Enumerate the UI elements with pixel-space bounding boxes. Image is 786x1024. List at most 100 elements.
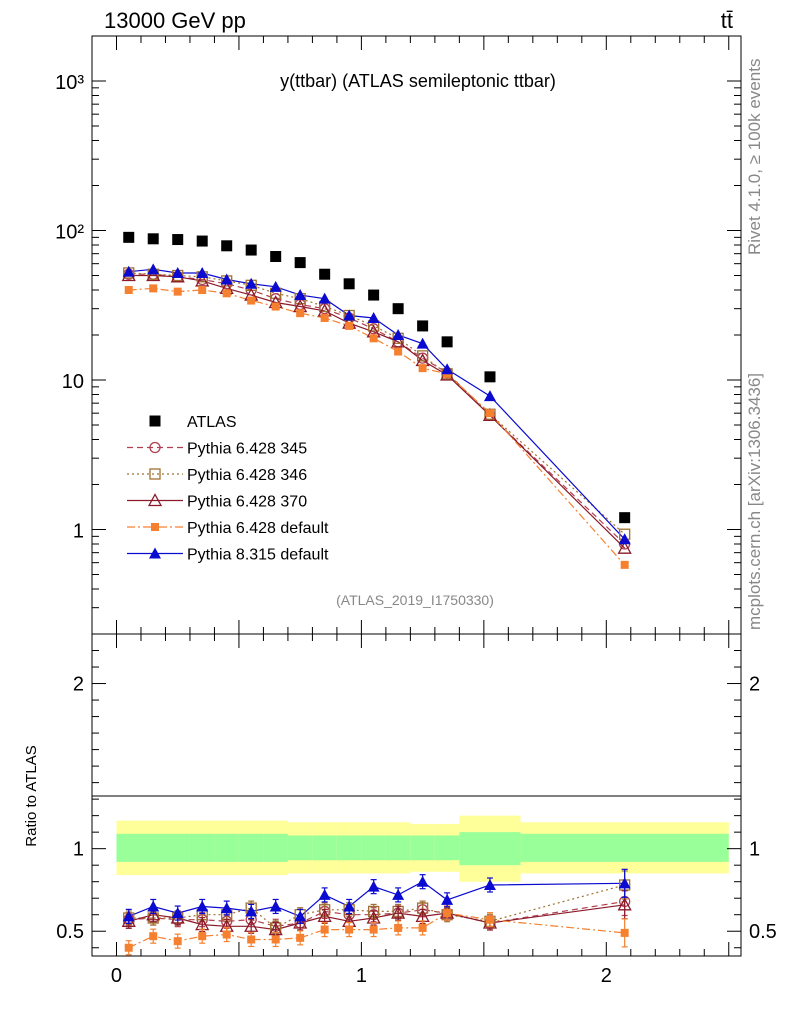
main-point-series-4 <box>296 309 305 318</box>
energy-label: 13000 GeV pp <box>104 8 246 33</box>
main-point-series-3 <box>617 540 632 554</box>
ratio-point-series-3 <box>394 923 403 932</box>
ratio-point-series-3 <box>173 937 182 946</box>
main-point-series-5 <box>441 363 454 375</box>
legend-label: Pythia 6.428 default <box>187 520 329 537</box>
ratio-stat-band <box>263 833 288 862</box>
main-point-series-5 <box>122 265 135 277</box>
ratio-point-series-3 <box>222 930 231 939</box>
ratio-y-tick-label-right: 1 <box>749 839 760 861</box>
main-point-series-0 <box>417 320 429 332</box>
ratio-stat-band <box>520 833 729 862</box>
main-point-series-0 <box>196 235 208 247</box>
main-point-series-4 <box>149 284 158 293</box>
ratio-point-series-3 <box>620 928 629 937</box>
ratio-point-series-3 <box>485 915 494 924</box>
main-series-line-5 <box>128 268 626 540</box>
main-point-series-4 <box>271 302 280 311</box>
main-point-series-0 <box>368 289 380 301</box>
ratio-stat-band <box>385 835 411 861</box>
ratio-point-series-4 <box>294 910 307 922</box>
ratio-stat-band <box>434 835 460 861</box>
ratio-point-series-4 <box>392 888 405 900</box>
ratio-series-line-3 <box>128 912 625 949</box>
ratio-point-series-3 <box>418 923 427 932</box>
main-plot-title: y(ttbar) (ATLAS semileptonic ttbar) <box>280 71 556 91</box>
main-point-series-4 <box>198 285 207 294</box>
ratio-stat-band <box>312 835 337 861</box>
ratio-point-series-4 <box>367 880 380 892</box>
ratio-stat-band <box>116 833 141 862</box>
ratio-x-tick-label: 2 <box>601 965 612 987</box>
main-point-series-5 <box>171 266 184 278</box>
main-series-line-4 <box>128 287 626 566</box>
ratio-y-tick-label-right: 2 <box>749 674 760 696</box>
main-series-line-2 <box>128 272 626 535</box>
main-point-series-4 <box>620 560 629 569</box>
main-point-series-0 <box>319 268 331 280</box>
main-point-series-2 <box>416 350 429 362</box>
legend-label: Pythia 8.315 default <box>187 547 329 564</box>
ratio-point-series-4 <box>343 900 356 912</box>
ratio-point-series-4 <box>318 888 331 900</box>
main-y-tick-label: 10² <box>55 222 84 244</box>
main-series-line-3 <box>128 274 626 549</box>
main-point-series-0 <box>441 336 453 348</box>
ratio-point-series-4 <box>122 910 135 922</box>
ratio-plot-frame <box>91 633 742 957</box>
main-point-series-5 <box>367 311 380 323</box>
ratio-series-line-0 <box>128 900 625 927</box>
ratio-point-series-4 <box>483 878 496 890</box>
main-point-series-4 <box>247 296 256 305</box>
main-point-series-0 <box>123 231 135 243</box>
legend-label: Pythia 6.428 346 <box>187 467 307 484</box>
main-point-series-4 <box>394 347 403 356</box>
ratio-point-series-3 <box>369 925 378 934</box>
main-point-series-0 <box>245 244 257 256</box>
main-point-series-3 <box>195 273 210 287</box>
main-point-series-4 <box>345 321 354 330</box>
ratio-stat-band <box>214 833 239 862</box>
ratio-point-series-4 <box>618 877 631 889</box>
ratio-point-series-2 <box>146 907 161 921</box>
source-label: mcplots.cern.ch [arXiv:1306.3436] <box>745 373 764 630</box>
main-y-tick-label: 10 <box>62 371 84 393</box>
ratio-axis-label: Ratio to ATLAS <box>23 745 40 846</box>
ratio-point-series-4 <box>171 907 184 919</box>
main-point-series-5 <box>618 533 631 545</box>
ratio-x-tick-label: 1 <box>356 965 367 987</box>
main-point-series-0 <box>294 257 306 269</box>
ratio-stat-band <box>410 835 435 861</box>
main-point-series-4 <box>485 409 494 418</box>
main-point-series-4 <box>369 334 378 343</box>
main-point-series-5 <box>343 309 356 321</box>
main-y-tick-label: 1 <box>73 521 84 543</box>
main-point-series-3 <box>391 334 406 348</box>
ratio-point-series-3 <box>124 943 133 952</box>
main-point-series-4 <box>173 287 182 296</box>
main-point-series-5 <box>269 280 282 292</box>
ratio-point-series-2 <box>244 918 259 932</box>
legend-marker-3 <box>147 493 163 507</box>
ratio-point-series-3 <box>247 935 256 944</box>
ratio-point-series-4 <box>416 875 429 887</box>
ratio-point-series-4 <box>220 902 233 914</box>
main-point-series-0 <box>619 512 631 524</box>
ratio-stat-band <box>361 835 386 861</box>
ratio-point-series-3 <box>345 925 354 934</box>
legend-marker-0 <box>149 415 161 427</box>
main-point-series-5 <box>220 273 233 285</box>
ratio-point-series-3 <box>149 932 158 941</box>
main-point-series-3 <box>146 268 161 282</box>
main-point-series-0 <box>343 278 355 290</box>
ratio-point-series-2 <box>317 909 332 923</box>
analysis-watermark: (ATLAS_2019_I1750330) <box>336 592 494 608</box>
legend-marker-2 <box>149 468 161 480</box>
ratio-stat-band <box>189 833 215 862</box>
main-point-series-5 <box>416 337 429 349</box>
ratio-point-series-2 <box>391 905 406 919</box>
ratio-point-series-4 <box>196 900 209 912</box>
ratio-point-series-3 <box>198 932 207 941</box>
ratio-series-line-4 <box>128 880 625 918</box>
